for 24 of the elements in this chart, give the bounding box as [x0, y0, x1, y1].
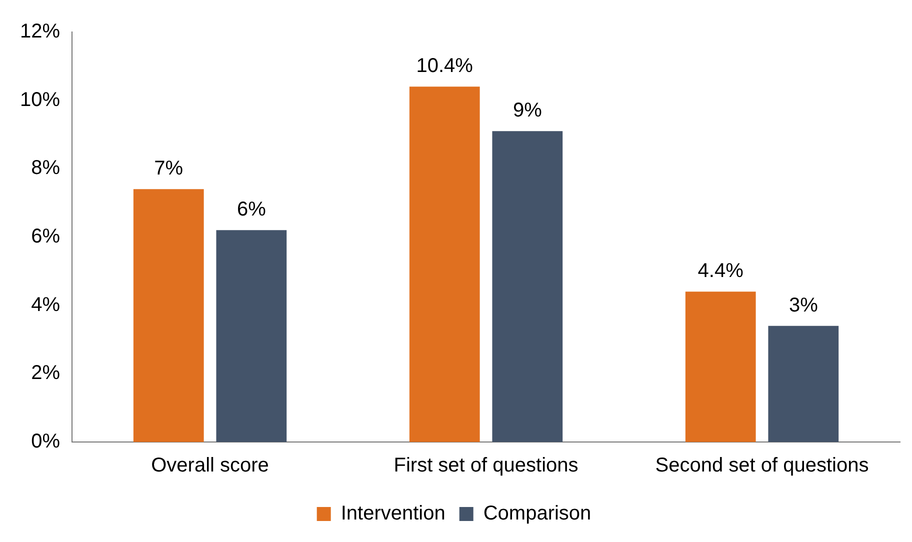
- data-label: 7%: [154, 158, 184, 180]
- y-tick-label: 2%: [31, 362, 60, 384]
- data-label: 6%: [236, 198, 266, 221]
- legend-label: Intervention: [340, 502, 446, 525]
- bar: [768, 326, 839, 442]
- bar: [133, 189, 204, 442]
- bar: [409, 86, 480, 442]
- y-tick-label: 6%: [31, 226, 60, 248]
- y-tick-label: 10%: [20, 88, 60, 111]
- data-label: 10.4%: [416, 55, 474, 78]
- data-label: 4.4%: [698, 260, 744, 282]
- x-tick-label: Second set of questions: [655, 454, 869, 477]
- legend-label: Comparison: [483, 502, 592, 525]
- data-label: 9%: [512, 100, 542, 122]
- y-tick-label: 0%: [31, 430, 60, 453]
- bar: [492, 131, 563, 442]
- data-label: 3%: [788, 294, 818, 316]
- x-tick-label: Overall score: [151, 454, 269, 477]
- x-tick-label: First set of questions: [394, 454, 578, 477]
- y-tick-label: 12%: [20, 20, 60, 43]
- y-tick-label: 8%: [31, 157, 60, 180]
- bar: [216, 230, 287, 442]
- y-tick-label: 4%: [31, 294, 60, 316]
- bar: [685, 292, 756, 442]
